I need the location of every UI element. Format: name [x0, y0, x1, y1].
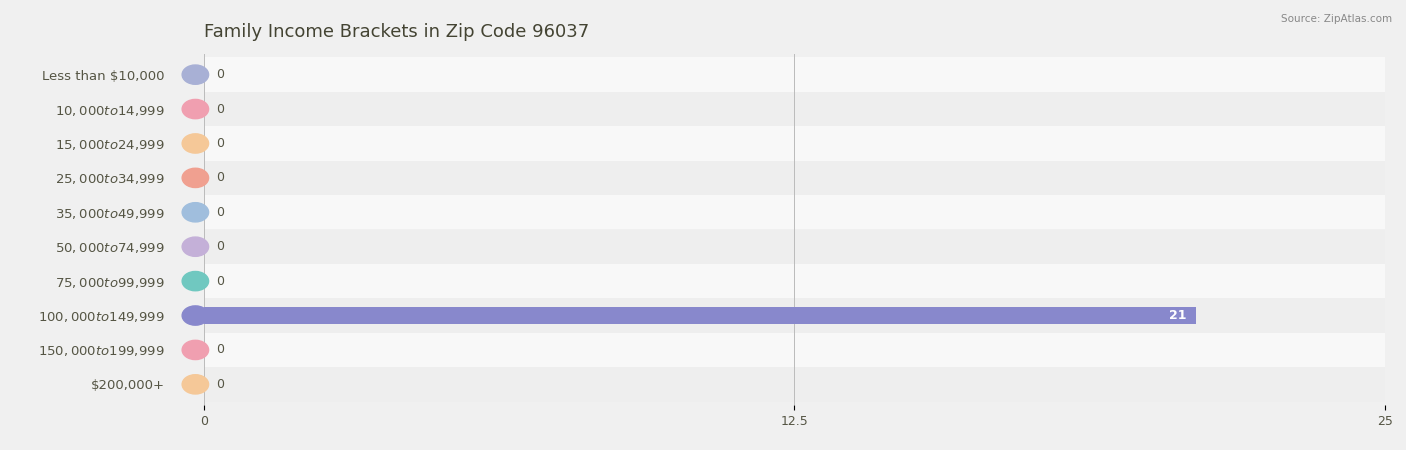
Text: 21: 21 [1168, 309, 1187, 322]
Text: 0: 0 [215, 343, 224, 356]
Circle shape [183, 237, 208, 256]
Text: Source: ZipAtlas.com: Source: ZipAtlas.com [1281, 14, 1392, 23]
Bar [204, 92, 1385, 126]
Text: 0: 0 [215, 240, 224, 253]
Bar [204, 298, 1385, 333]
Bar [204, 126, 1385, 161]
Bar [204, 161, 1385, 195]
Circle shape [183, 202, 208, 222]
Bar [204, 306, 1197, 324]
Bar [204, 230, 1385, 264]
Text: 0: 0 [215, 68, 224, 81]
Circle shape [183, 99, 208, 119]
Text: 0: 0 [215, 137, 224, 150]
Circle shape [183, 306, 208, 325]
Bar [204, 367, 1385, 401]
Bar [204, 195, 1385, 230]
Bar [204, 333, 1385, 367]
Bar [204, 264, 1385, 298]
Text: 0: 0 [215, 171, 224, 184]
Circle shape [183, 65, 208, 84]
Circle shape [183, 134, 208, 153]
Text: 0: 0 [215, 103, 224, 116]
Text: 0: 0 [215, 274, 224, 288]
Circle shape [183, 375, 208, 394]
Text: 0: 0 [215, 206, 224, 219]
Text: Family Income Brackets in Zip Code 96037: Family Income Brackets in Zip Code 96037 [204, 23, 589, 41]
Circle shape [183, 271, 208, 291]
Bar [204, 58, 1385, 92]
Circle shape [183, 340, 208, 360]
Circle shape [183, 168, 208, 188]
Text: 0: 0 [215, 378, 224, 391]
